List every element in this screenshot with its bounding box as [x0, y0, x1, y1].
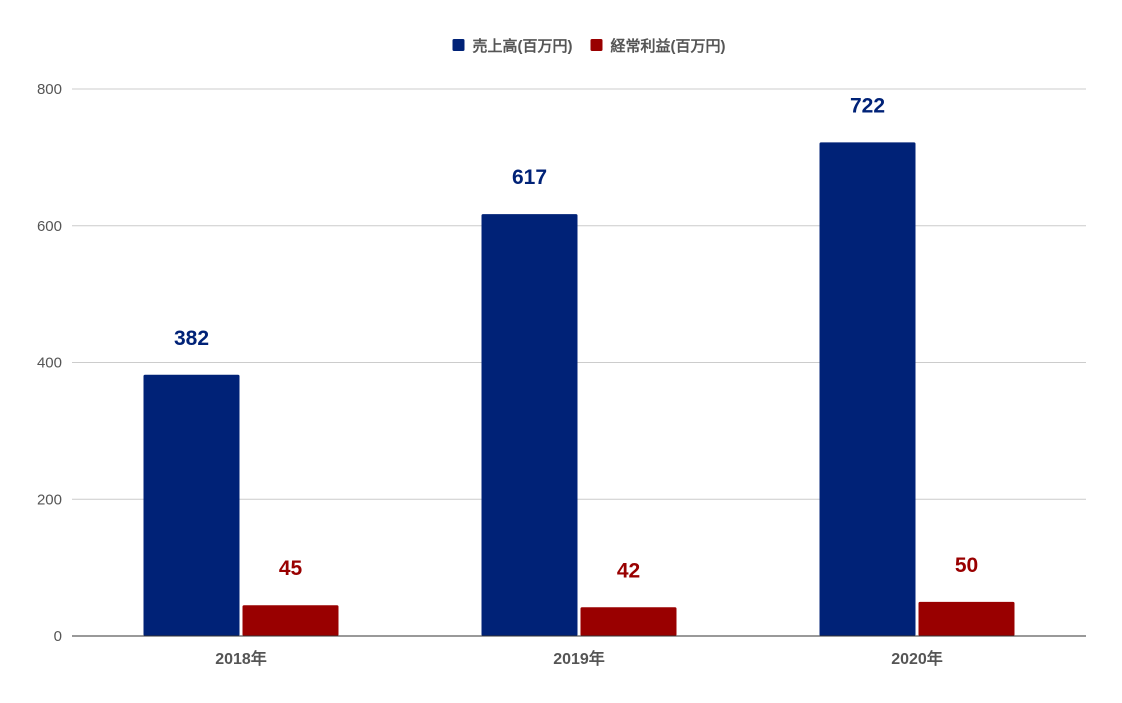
legend[interactable]: 売上高(百万円) 経常利益(百万円) [452, 37, 726, 55]
bar[interactable] [481, 214, 578, 636]
legend-label: 売上高(百万円) [473, 37, 573, 55]
x-tick-label: 2020年 [891, 649, 943, 668]
legend-swatch[interactable] [590, 39, 603, 51]
data-label: 45 [279, 557, 303, 580]
data-label: 382 [174, 327, 209, 350]
gridlines [72, 88, 1086, 500]
data-label: 617 [512, 166, 547, 189]
x-axis-categories: 2018年 2019年 2020年 [215, 649, 943, 668]
x-tick-label: 2018年 [215, 649, 267, 668]
y-axis-ticks: 0 200 400 600 800 [37, 81, 62, 645]
bars [143, 142, 1015, 636]
data-label: 50 [955, 554, 978, 577]
bar[interactable] [143, 374, 240, 636]
bar[interactable] [918, 601, 1015, 636]
data-label: 722 [850, 94, 885, 117]
x-tick-label: 2019年 [553, 649, 605, 668]
y-tick-label: 0 [54, 628, 62, 645]
y-tick-label: 400 [37, 355, 62, 372]
bar[interactable] [580, 607, 677, 636]
data-label: 42 [617, 559, 640, 582]
bar[interactable] [819, 142, 916, 636]
legend-label: 経常利益(百万円) [611, 37, 726, 55]
y-tick-label: 200 [37, 491, 62, 508]
legend-swatch[interactable] [452, 39, 465, 51]
bar[interactable] [242, 605, 339, 636]
y-tick-label: 800 [37, 81, 62, 98]
y-tick-label: 600 [37, 218, 62, 235]
data-labels: 382 45 617 42 722 50 [174, 94, 978, 582]
